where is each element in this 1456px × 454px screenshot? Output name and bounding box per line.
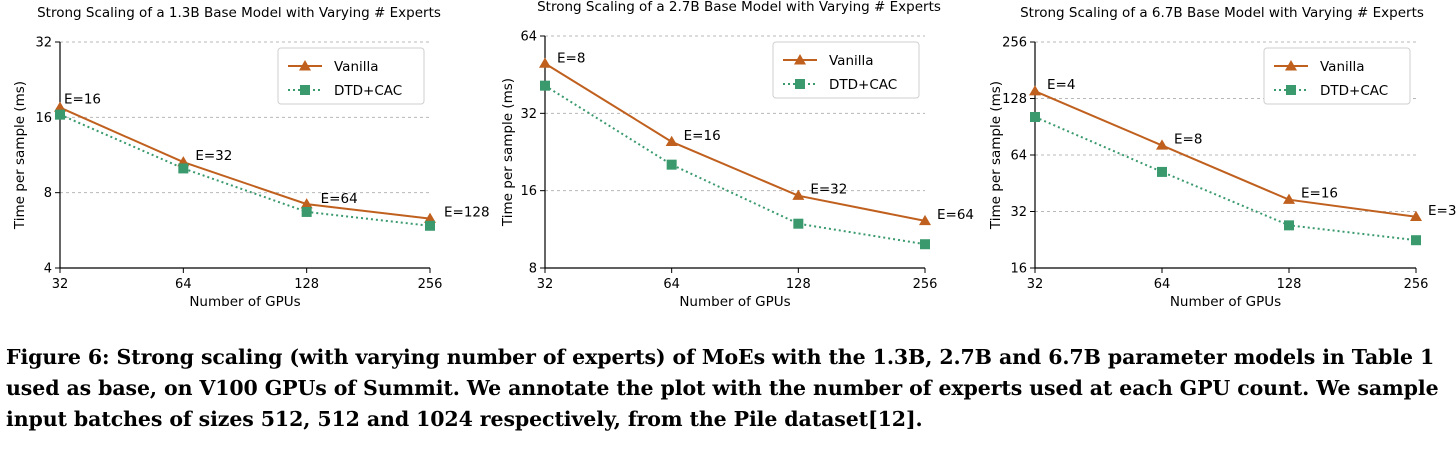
chart-title: Strong Scaling of a 1.3B Base Model with… bbox=[37, 5, 441, 21]
data-point-triangle bbox=[1410, 210, 1422, 221]
data-point-triangle bbox=[1156, 139, 1168, 150]
x-tick-label: 128 bbox=[294, 277, 319, 292]
x-axis-label: Number of GPUs bbox=[679, 294, 790, 310]
expert-annotation: E=8 bbox=[1174, 131, 1202, 147]
data-point-square bbox=[301, 206, 312, 217]
data-point-triangle bbox=[424, 212, 436, 223]
data-point-square bbox=[666, 159, 677, 170]
y-tick-label: 64 bbox=[520, 30, 537, 45]
chart-title: Strong Scaling of a 2.7B Base Model with… bbox=[537, 0, 941, 15]
expert-annotation: E=8 bbox=[557, 51, 585, 67]
data-point-triangle bbox=[1029, 85, 1041, 96]
data-point-square bbox=[425, 220, 435, 231]
legend-label: DTD+CAC bbox=[829, 77, 897, 93]
y-tick-label: 16 bbox=[520, 184, 537, 199]
y-tick-label: 4 bbox=[44, 262, 52, 277]
x-tick-label: 256 bbox=[418, 277, 443, 292]
data-point-triangle bbox=[54, 101, 66, 112]
data-point-square bbox=[1157, 166, 1167, 177]
legend-label: Vanilla bbox=[1320, 59, 1365, 75]
x-tick-label: 256 bbox=[1404, 277, 1429, 292]
figure-caption: Figure 6: Strong scaling (with varying n… bbox=[6, 342, 1452, 435]
x-tick-label: 256 bbox=[913, 277, 938, 292]
y-tick-label: 64 bbox=[1010, 149, 1027, 164]
y-tick-label: 8 bbox=[44, 186, 52, 201]
x-tick-label: 64 bbox=[1154, 277, 1171, 292]
x-tick-label: 128 bbox=[786, 277, 811, 292]
y-axis-label: Time per sample (ms) bbox=[988, 81, 1004, 230]
y-tick-label: 8 bbox=[529, 262, 537, 277]
legend-marker-triangle bbox=[1285, 60, 1297, 71]
y-tick-label: 256 bbox=[1002, 36, 1027, 51]
x-tick-label: 64 bbox=[663, 277, 680, 292]
chart-2: Strong Scaling of a 2.7B Base Model with… bbox=[500, 0, 974, 310]
legend: Vanilla DTD+CAC bbox=[772, 41, 920, 99]
series-line-vanilla bbox=[544, 62, 926, 222]
x-tick-label: 32 bbox=[537, 277, 554, 292]
data-point-square bbox=[1030, 112, 1040, 123]
chart-1: Strong Scaling of a 1.3B Base Model with… bbox=[12, 5, 490, 310]
legend-marker-triangle bbox=[299, 60, 311, 71]
data-point-triangle bbox=[792, 189, 805, 200]
series-line-dtd-cac bbox=[544, 84, 926, 246]
x-tick-label: 128 bbox=[1277, 277, 1302, 292]
y-axis-label: Time per sample (ms) bbox=[12, 81, 28, 230]
data-point-triangle bbox=[919, 214, 931, 226]
y-tick-label: 16 bbox=[35, 111, 52, 126]
x-axis-label: Number of GPUs bbox=[189, 294, 300, 310]
legend-marker-triangle bbox=[794, 54, 806, 65]
data-point-square bbox=[793, 218, 804, 229]
y-axis-label: Time per sample (ms) bbox=[500, 78, 516, 227]
x-axis-label: Number of GPUs bbox=[1170, 294, 1281, 310]
expert-annotation: E=128 bbox=[444, 205, 490, 221]
legend: Vanilla DTD+CAC bbox=[1263, 47, 1411, 105]
legend-label: Vanilla bbox=[829, 53, 874, 69]
data-point-square bbox=[55, 109, 65, 120]
data-point-square bbox=[1411, 235, 1421, 246]
chart-3: Strong Scaling of a 6.7B Base Model with… bbox=[988, 5, 1456, 310]
expert-annotation: E=16 bbox=[64, 92, 101, 108]
data-point-triangle bbox=[300, 198, 313, 209]
expert-annotation: E=32 bbox=[1428, 203, 1456, 219]
legend-label: DTD+CAC bbox=[334, 83, 402, 99]
legend-marker-square bbox=[300, 85, 310, 95]
legend-marker-square bbox=[795, 79, 805, 89]
data-point-triangle bbox=[1283, 193, 1295, 204]
y-tick-label: 128 bbox=[1002, 92, 1027, 107]
x-tick-label: 32 bbox=[52, 277, 69, 292]
y-tick-label: 16 bbox=[1010, 262, 1027, 277]
expert-annotation: E=16 bbox=[684, 128, 721, 144]
caption-line-3: input batches of sizes 512, 512 and 1024… bbox=[6, 407, 923, 431]
x-tick-label: 64 bbox=[175, 277, 192, 292]
y-tick-label: 32 bbox=[520, 107, 537, 122]
charts-area: Strong Scaling of a 1.3B Base Model with… bbox=[12, 0, 1456, 310]
expert-annotation: E=16 bbox=[1301, 186, 1338, 202]
series-line-vanilla bbox=[1034, 90, 1417, 218]
x-tick-label: 32 bbox=[1027, 277, 1044, 292]
expert-annotation: E=64 bbox=[321, 191, 358, 207]
expert-annotation: E=64 bbox=[937, 207, 974, 223]
legend-label: Vanilla bbox=[334, 59, 379, 75]
data-point-square bbox=[540, 80, 550, 91]
data-point-square bbox=[1284, 220, 1294, 231]
legend-marker-square bbox=[1286, 85, 1296, 95]
legend-label: DTD+CAC bbox=[1320, 83, 1388, 99]
caption-line-1: Figure 6: Strong scaling (with varying n… bbox=[6, 345, 1435, 369]
series-line-dtd-cac bbox=[1034, 116, 1417, 242]
data-point-square bbox=[920, 239, 930, 250]
series-line-vanilla bbox=[59, 106, 431, 220]
y-tick-label: 32 bbox=[1010, 205, 1027, 220]
legend: Vanilla DTD+CAC bbox=[277, 47, 425, 105]
data-point-triangle bbox=[539, 57, 551, 68]
expert-annotation: E=4 bbox=[1047, 77, 1075, 93]
y-tick-label: 32 bbox=[35, 36, 52, 51]
data-point-square bbox=[178, 163, 189, 174]
caption-line-2: used as base, on V100 GPUs of Summit. We… bbox=[6, 376, 1439, 400]
expert-annotation: E=32 bbox=[810, 182, 847, 198]
expert-annotation: E=32 bbox=[195, 148, 232, 164]
chart-title: Strong Scaling of a 6.7B Base Model with… bbox=[1020, 5, 1424, 21]
data-point-triangle bbox=[665, 135, 678, 146]
